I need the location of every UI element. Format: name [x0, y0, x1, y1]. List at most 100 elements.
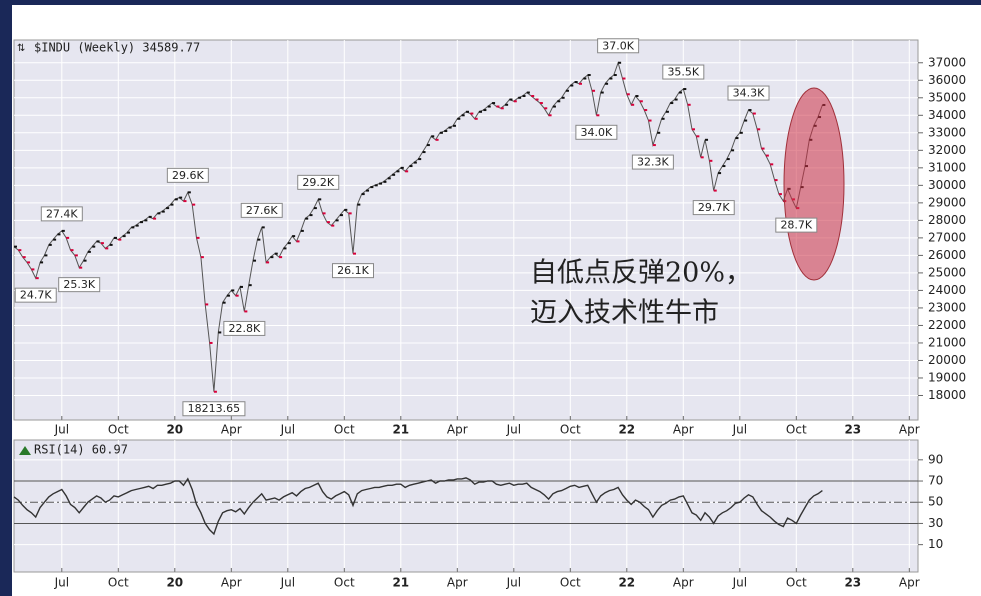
y-tick-label: 30000 — [928, 178, 966, 192]
point-label-box — [575, 124, 618, 140]
x-tick-label: 20 — [166, 576, 183, 590]
point-label-box — [40, 206, 83, 222]
point-label-box — [14, 287, 57, 303]
point-label: 27.4K — [46, 207, 78, 220]
rsi-plot-area — [13, 439, 919, 573]
point-label-box — [775, 217, 818, 233]
y-tick-label: 70 — [928, 474, 943, 488]
price-plot-area — [13, 39, 919, 421]
point-label: 29.2K — [302, 176, 334, 189]
point-label: 26.1K — [337, 264, 369, 277]
labels: 18000 19000 20000 21000 22000 23000 24000 25000… — [14, 38, 966, 590]
x-tick-label: Jul — [506, 423, 521, 437]
point-label: 24.7K — [20, 289, 52, 302]
point-label: 37.0K — [602, 39, 634, 52]
x-tick-label: Jul — [54, 576, 69, 590]
x-tick-label: Oct — [334, 423, 355, 437]
point-label-box — [727, 85, 770, 101]
point-label-box — [597, 38, 640, 54]
point-label: 27.6K — [246, 204, 278, 217]
x-tick-label: Jul — [506, 576, 521, 590]
point-label-box — [223, 320, 266, 336]
point-label: 29.6K — [172, 169, 204, 182]
point-label: 18213.65 — [188, 402, 241, 415]
grid — [14, 40, 923, 572]
point-label: 34.3K — [733, 87, 765, 100]
point-label: 29.7K — [698, 201, 730, 214]
point-label: 32.3K — [637, 156, 669, 169]
x-tick-label: 22 — [618, 576, 635, 590]
x-tick-label: Apr — [221, 423, 242, 437]
y-tick-label: 23000 — [928, 300, 966, 314]
x-tick-label: Oct — [334, 576, 355, 590]
y-tick-label: 34000 — [928, 108, 966, 122]
y-tick-label: 27000 — [928, 230, 966, 244]
y-tick-label: 29000 — [928, 195, 966, 209]
x-tick-label: 21 — [392, 423, 409, 437]
x-tick-label: Jul — [280, 423, 295, 437]
y-tick-label: 24000 — [928, 283, 966, 297]
x-tick-label: Oct — [786, 423, 807, 437]
y-tick-label: 50 — [928, 495, 943, 509]
y-tick-label: 36000 — [928, 73, 966, 87]
point-label-box — [332, 263, 374, 279]
x-tick-label: Apr — [447, 423, 468, 437]
x-tick-label: 23 — [844, 576, 861, 590]
x-tick-label: Jul — [280, 576, 295, 590]
x-tick-label: Apr — [899, 576, 920, 590]
x-tick-label: Oct — [108, 576, 129, 590]
x-tick-label: 23 — [844, 423, 861, 437]
frame-left — [0, 0, 12, 596]
x-tick-label: Apr — [899, 423, 920, 437]
rsi-icon — [19, 446, 31, 455]
y-tick-label: 90 — [928, 452, 943, 466]
frame-top — [0, 0, 981, 5]
price-title: $INDU (Weekly) 34589.77 — [34, 41, 200, 55]
point-label-box — [631, 154, 674, 170]
point-label-box — [240, 202, 283, 218]
x-tick-label: 20 — [166, 423, 183, 437]
y-tick-label: 26000 — [928, 248, 966, 262]
y-tick-label: 28000 — [928, 213, 966, 227]
x-tick-label: Oct — [560, 423, 581, 437]
y-tick-label: 25000 — [928, 265, 966, 279]
y-tick-label: 21000 — [928, 335, 966, 349]
point-label-box — [182, 401, 246, 417]
x-tick-label: Apr — [221, 576, 242, 590]
y-tick-label: 37000 — [928, 55, 966, 69]
x-tick-label: 21 — [392, 576, 409, 590]
y-tick-label: 30 — [928, 516, 943, 530]
rsi-title: RSI(14) 60.97 — [34, 443, 128, 457]
y-tick-label: 10 — [928, 537, 943, 551]
x-tick-label: Oct — [560, 576, 581, 590]
point-label: 25.3K — [63, 278, 95, 291]
point-label-box — [166, 167, 209, 183]
y-tick-label: 32000 — [928, 143, 966, 157]
rsi-line — [13, 477, 823, 536]
y-tick-label: 22000 — [928, 318, 966, 332]
chart-icon: ⇅ — [17, 43, 25, 54]
y-tick-label: 35000 — [928, 90, 966, 104]
point-label: 34.0K — [581, 126, 613, 139]
x-tick-label: Jul — [732, 576, 747, 590]
point-label-box — [297, 174, 340, 190]
point-label-box — [662, 64, 705, 80]
y-tick-label: 31000 — [928, 160, 966, 174]
point-label: 22.8K — [228, 322, 260, 335]
y-tick-label: 18000 — [928, 388, 966, 402]
point-label-box — [692, 200, 735, 216]
annotation-line-2: 迈入技术性牛市 — [530, 298, 719, 329]
x-tick-label: Apr — [673, 423, 694, 437]
annotation-line-1: 自低点反弹20%， — [530, 258, 752, 289]
point-label: 28.7K — [780, 219, 812, 232]
x-tick-label: Apr — [447, 576, 468, 590]
x-tick-label: Oct — [108, 423, 129, 437]
x-tick-label: Jul — [54, 423, 69, 437]
highlight-ellipse — [783, 87, 845, 281]
x-tick-label: Oct — [786, 576, 807, 590]
point-label: 35.5K — [667, 66, 699, 79]
y-tick-label: 19000 — [928, 370, 966, 384]
x-tick-label: Jul — [732, 423, 747, 437]
point-label-box — [58, 277, 101, 293]
